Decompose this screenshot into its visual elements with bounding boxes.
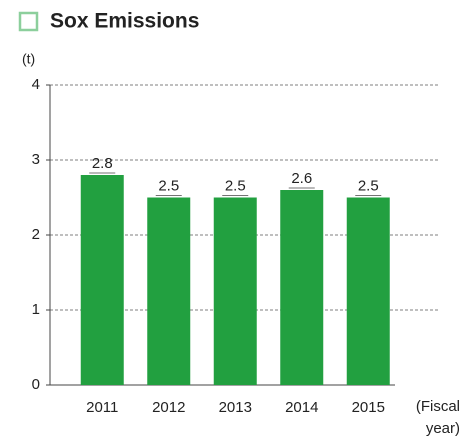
x-tick-label: 2011 [86,399,118,416]
data-label: 2.5 [158,177,179,194]
y-axis-label: (t) [22,51,35,67]
x-tick-label: 2015 [352,399,385,416]
bar [80,175,124,385]
y-tick-label: 4 [32,76,40,93]
x-tick-label: 2012 [152,399,185,416]
y-tick-label: 2 [32,226,40,243]
bar [147,197,191,385]
data-label: 2.5 [225,177,246,194]
x-tick-label: 2013 [219,399,252,416]
x-tick-label: 2014 [285,399,318,416]
y-tick-label: 0 [32,376,40,393]
data-label: 2.6 [291,170,312,187]
bar [346,197,390,385]
bar [213,197,257,385]
x-axis-label: (Fiscal year) [415,398,460,436]
bar [280,190,324,385]
data-label: 2.8 [92,155,113,172]
title-icon [18,11,39,32]
y-tick-label: 1 [32,301,40,318]
y-tick-label: 3 [32,151,40,168]
data-label: 2.5 [358,177,379,194]
chart-title: Sox Emissions [50,10,199,33]
